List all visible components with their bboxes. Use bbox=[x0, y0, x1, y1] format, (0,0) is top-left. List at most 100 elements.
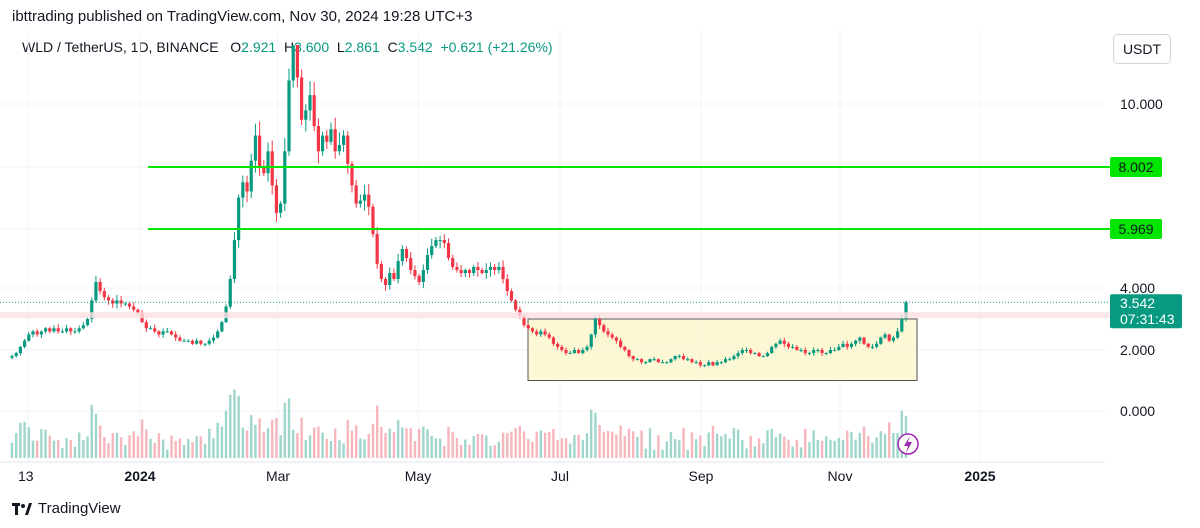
volume-bar bbox=[770, 428, 773, 458]
candle-body bbox=[493, 267, 497, 271]
candle-body bbox=[778, 340, 782, 344]
volume-bar bbox=[573, 434, 576, 458]
candle-body bbox=[782, 340, 786, 344]
candle-body bbox=[274, 185, 279, 213]
candle-body bbox=[14, 353, 18, 357]
symbol-title[interactable]: WLD / TetherUS, 1D, BINANCE bbox=[22, 39, 219, 55]
candle-body bbox=[346, 135, 350, 164]
volume-bar bbox=[216, 422, 219, 458]
candle-body bbox=[341, 135, 346, 145]
volume-bar bbox=[820, 440, 824, 458]
volume-bar bbox=[409, 428, 412, 458]
volume-bar bbox=[31, 440, 35, 458]
volume-bar bbox=[846, 430, 849, 458]
volume-bar bbox=[128, 435, 131, 458]
candle-body bbox=[879, 337, 883, 344]
volume-bar bbox=[250, 415, 253, 458]
volume-bar bbox=[657, 435, 660, 458]
candle-body bbox=[438, 240, 442, 242]
candle-body bbox=[631, 356, 635, 360]
lightning-icon[interactable] bbox=[897, 433, 919, 455]
candle-body bbox=[560, 346, 564, 350]
volume-bar bbox=[527, 438, 530, 458]
volume-bar bbox=[35, 440, 39, 458]
volume-bar bbox=[711, 425, 715, 458]
candle-body bbox=[304, 110, 308, 120]
volume-bar bbox=[615, 434, 618, 458]
candle-body bbox=[102, 291, 106, 298]
volume-bar bbox=[799, 447, 803, 458]
volume-bar bbox=[514, 428, 517, 458]
volume-bar bbox=[300, 417, 303, 458]
volume-bar bbox=[312, 427, 316, 458]
volume-bar bbox=[27, 427, 30, 458]
candle-body bbox=[90, 300, 94, 319]
volume-bar bbox=[19, 422, 22, 458]
volume-bar bbox=[598, 424, 601, 458]
candle-body bbox=[459, 270, 463, 274]
volume-bar bbox=[401, 427, 404, 458]
candle-body bbox=[740, 350, 744, 354]
volume-bar bbox=[875, 437, 878, 458]
time-axis: 13 2024 Mar May Jul Sep Nov 2025 bbox=[18, 468, 996, 484]
candle-body bbox=[300, 77, 304, 120]
time-tick-label: May bbox=[405, 468, 431, 484]
prev-close-band bbox=[0, 312, 1110, 319]
volume-bar bbox=[275, 418, 278, 458]
time-tick-label: Sep bbox=[689, 468, 714, 484]
candle-body bbox=[195, 340, 199, 344]
price-tick-label: 2.000 bbox=[1120, 342, 1155, 358]
range-box[interactable] bbox=[527, 318, 918, 381]
candle-body bbox=[266, 151, 270, 174]
candle-body bbox=[123, 303, 127, 305]
time-tick-label: Mar bbox=[266, 468, 290, 484]
candle-body bbox=[85, 319, 90, 326]
volume-bar bbox=[753, 446, 757, 458]
candle-body bbox=[665, 362, 669, 364]
footer: TradingView bbox=[12, 500, 121, 517]
volume-bar bbox=[485, 435, 488, 458]
volume-bar bbox=[690, 432, 694, 458]
volume-bar bbox=[10, 442, 14, 458]
candle-body bbox=[602, 325, 606, 332]
candle-body bbox=[841, 343, 845, 347]
currency-button[interactable]: USDT bbox=[1113, 34, 1171, 64]
candle-body bbox=[136, 309, 140, 313]
volume-bar bbox=[73, 446, 77, 458]
candle-body bbox=[77, 328, 81, 332]
volume-bar bbox=[825, 436, 828, 458]
volume-bar bbox=[522, 431, 526, 458]
volume-bar bbox=[581, 440, 585, 458]
candle-body bbox=[774, 343, 778, 347]
volume-bar bbox=[757, 438, 761, 458]
candle-body bbox=[249, 160, 253, 192]
candle-body bbox=[69, 328, 73, 332]
candle-body bbox=[891, 337, 896, 341]
countdown-value: 07:31:43 bbox=[1120, 311, 1175, 327]
volume-bar bbox=[229, 394, 232, 458]
volume-bar bbox=[862, 426, 866, 458]
volume-bar bbox=[606, 430, 610, 458]
candle-body bbox=[81, 325, 85, 329]
candle-body bbox=[337, 144, 341, 152]
volume-bar bbox=[52, 440, 56, 458]
candle-body bbox=[287, 80, 291, 152]
candle-body bbox=[258, 135, 262, 168]
candle-body bbox=[48, 328, 52, 332]
candle-body bbox=[786, 343, 791, 347]
volume-bar bbox=[136, 436, 140, 458]
volume-bar bbox=[434, 438, 438, 458]
candle-body bbox=[312, 95, 316, 127]
candle-body bbox=[849, 343, 854, 347]
candle-body bbox=[828, 350, 833, 354]
volume-bar bbox=[371, 423, 375, 458]
candle-body bbox=[875, 343, 879, 347]
volume-bar bbox=[220, 426, 224, 458]
volume-bar bbox=[77, 432, 81, 458]
volume-bar bbox=[203, 443, 207, 458]
volume-bar bbox=[354, 425, 358, 458]
candle-body bbox=[723, 359, 728, 363]
volume-bar bbox=[648, 428, 652, 458]
volume-bar bbox=[636, 436, 639, 458]
